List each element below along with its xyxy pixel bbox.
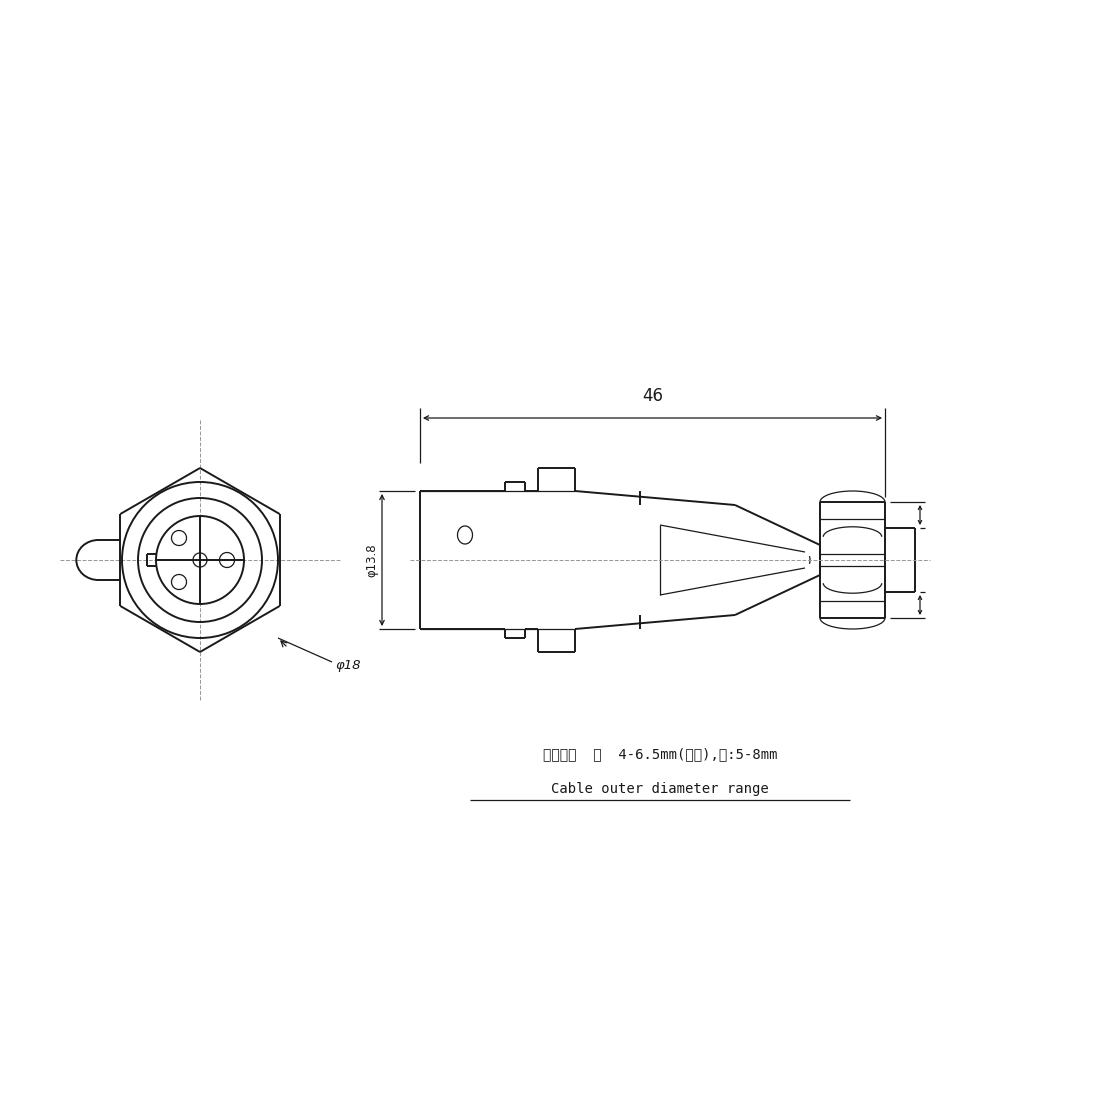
- Text: φ18: φ18: [335, 659, 361, 672]
- Text: Cable outer diameter range: Cable outer diameter range: [551, 782, 768, 796]
- Text: φ13.8: φ13.8: [365, 543, 379, 577]
- Text: 电缆直径  Ⅰ  4-6.5mm(不标),Ⅱ:5-8mm: 电缆直径 Ⅰ 4-6.5mm(不标),Ⅱ:5-8mm: [543, 747, 777, 760]
- Text: 46: 46: [642, 388, 663, 405]
